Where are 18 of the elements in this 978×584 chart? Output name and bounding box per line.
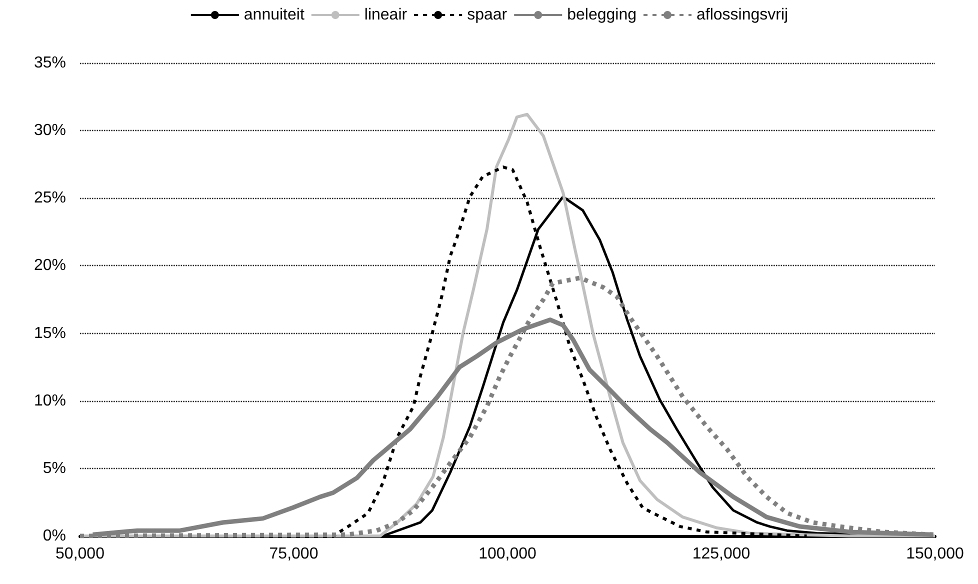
x-tick-label: 150,000 (906, 546, 964, 562)
legend-label: spaar (467, 6, 508, 24)
y-tick-label: 30% (34, 122, 66, 140)
y-tick-label: 35% (34, 54, 66, 72)
legend-label: belegging (567, 6, 637, 24)
legend-label: aflossingsvrij (696, 6, 788, 24)
x-tick-label: 125,000 (692, 546, 750, 562)
x-tick-label: 50,000 (56, 546, 105, 562)
y-tick-label: 15% (34, 324, 66, 342)
legend-label: annuiteit (244, 6, 305, 24)
y-tick-label: 25% (34, 190, 66, 207)
y-tick-label: 10% (34, 392, 66, 410)
x-tick-label: 75,000 (269, 546, 318, 562)
y-tick-label: 5% (42, 460, 66, 477)
x-tick-label: 100,000 (478, 546, 537, 562)
y-tick-label: 20% (34, 257, 66, 274)
y-tick-label: 0% (42, 528, 66, 544)
legend-label: lineair (364, 6, 408, 24)
